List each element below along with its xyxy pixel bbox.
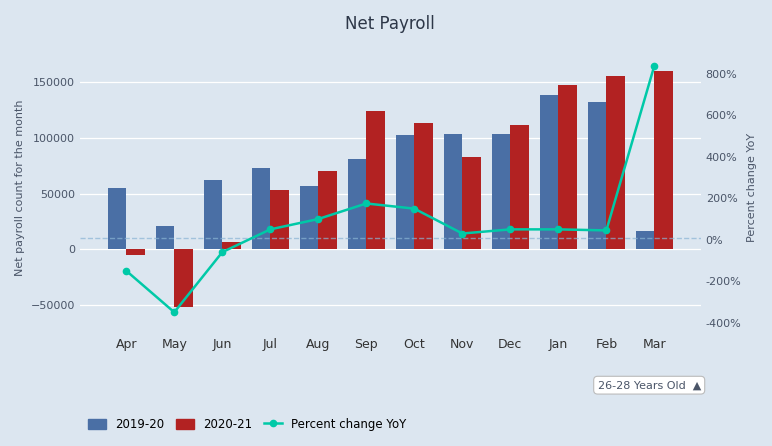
Bar xyxy=(636,231,655,249)
Legend: 2019-20, 2020-21, Percent change YoY: 2019-20, 2020-21, Percent change YoY xyxy=(83,413,411,436)
Bar xyxy=(655,71,672,249)
Bar xyxy=(396,136,415,249)
Y-axis label: Percent change YoY: Percent change YoY xyxy=(747,133,757,243)
Bar xyxy=(348,159,366,249)
Bar xyxy=(270,190,289,249)
Bar xyxy=(108,188,127,249)
Bar xyxy=(606,76,625,249)
Title: Net Payroll: Net Payroll xyxy=(345,15,435,33)
Bar xyxy=(462,157,480,249)
Bar xyxy=(156,226,174,249)
Bar xyxy=(540,95,558,249)
Bar xyxy=(127,249,144,255)
Bar xyxy=(366,111,384,249)
Text: 26-28 Years Old  ▲: 26-28 Years Old ▲ xyxy=(598,380,701,390)
Bar xyxy=(204,180,222,249)
Bar xyxy=(510,125,529,249)
Y-axis label: Net payroll count for the month: Net payroll count for the month xyxy=(15,99,25,276)
Bar xyxy=(588,102,606,249)
Bar xyxy=(415,123,432,249)
Bar xyxy=(300,186,318,249)
Bar xyxy=(174,249,192,307)
Bar xyxy=(558,85,577,249)
Bar xyxy=(492,134,510,249)
Bar xyxy=(444,134,462,249)
Bar xyxy=(222,242,241,249)
Bar xyxy=(252,168,270,249)
Bar xyxy=(318,171,337,249)
